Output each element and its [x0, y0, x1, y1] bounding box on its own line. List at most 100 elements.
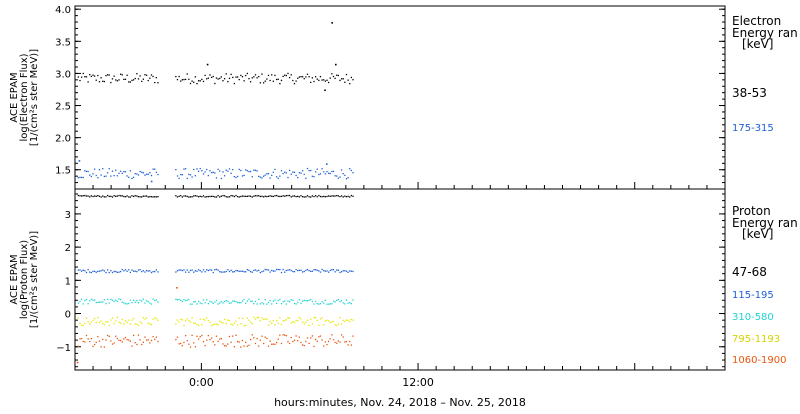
data-point: [103, 346, 106, 348]
data-point: [100, 174, 102, 176]
data-point: [176, 270, 179, 272]
data-point: [223, 78, 226, 80]
data-point: [350, 318, 353, 321]
data-point: [248, 195, 250, 197]
data-point: [306, 73, 309, 75]
data-point: [327, 340, 330, 343]
data-point: [298, 336, 301, 338]
data-point: [131, 319, 133, 321]
data-point: [145, 317, 148, 319]
data-point: [342, 196, 344, 198]
data-point: [154, 168, 156, 170]
data-point: [249, 170, 252, 173]
data-point: [233, 300, 236, 302]
data-point: [176, 299, 179, 301]
data-point: [347, 195, 349, 198]
data-point: [142, 78, 145, 80]
data-point: [230, 194, 232, 197]
data-point: [189, 321, 192, 323]
y-axis-label: [1/(cm²s ster MeV)]: [29, 49, 40, 146]
data-point: [119, 170, 122, 172]
data-point: [326, 270, 328, 272]
data-point: [272, 171, 275, 173]
data-point: [209, 338, 211, 341]
data-point: [267, 301, 270, 304]
data-point: [238, 168, 240, 171]
data-point: [204, 319, 206, 321]
data-point: [240, 195, 242, 198]
data-point: [186, 177, 188, 180]
data-point: [126, 338, 128, 341]
data-point: [344, 81, 346, 83]
data-point: [347, 344, 349, 346]
data-point: [82, 324, 84, 327]
data-point: [321, 339, 323, 341]
data-point: [157, 340, 159, 343]
data-point: [95, 341, 97, 344]
data-point: [90, 75, 93, 78]
data-point: [236, 195, 239, 198]
data-point: [147, 301, 149, 303]
data-point: [210, 269, 213, 271]
data-point: [232, 271, 234, 273]
data-point: [287, 269, 289, 271]
data-point: [298, 172, 301, 174]
data-point: [199, 167, 201, 170]
legend-entry: 175-315: [732, 123, 774, 134]
data-point: [225, 299, 227, 302]
data-point: [183, 341, 185, 344]
data-point: [129, 170, 132, 172]
data-point: [105, 175, 107, 177]
data-point: [272, 343, 275, 345]
data-point: [350, 169, 353, 172]
data-point: [300, 302, 302, 304]
data-point: [272, 319, 275, 322]
data-point: [103, 323, 106, 326]
data-point: [285, 335, 288, 337]
data-point: [115, 79, 117, 81]
data-point: [279, 175, 281, 177]
data-point: [245, 324, 247, 327]
data-point: [123, 270, 125, 272]
data-point: [336, 194, 338, 197]
data-point: [220, 76, 223, 78]
data-point: [249, 81, 252, 83]
data-point: [243, 271, 245, 273]
data-point: [137, 324, 140, 327]
data-point: [238, 302, 240, 304]
data-point: [87, 195, 89, 197]
data-point: [80, 176, 83, 179]
data-point: [220, 337, 223, 340]
data-point: [154, 316, 156, 319]
data-point: [324, 89, 326, 92]
data-point: [287, 340, 289, 343]
data-point: [243, 345, 245, 347]
data-point: [280, 79, 283, 82]
data-point: [313, 80, 315, 83]
data-point: [131, 195, 133, 197]
data-point: [329, 303, 331, 305]
data-point: [275, 176, 278, 178]
data-point: [245, 341, 247, 344]
data-point: [145, 74, 148, 76]
data-point: [345, 319, 348, 321]
data-point: [233, 176, 236, 178]
data-point: [308, 76, 310, 78]
data-point: [305, 340, 307, 343]
data-point: [300, 269, 302, 271]
data-point: [92, 74, 94, 76]
data-point: [193, 322, 195, 324]
data-point: [233, 322, 236, 325]
data-point: [334, 77, 336, 80]
data-point: [189, 269, 192, 272]
data-point: [136, 300, 138, 302]
data-point: [336, 74, 338, 76]
data-point: [202, 269, 205, 271]
data-point: [184, 78, 187, 81]
data-point: [332, 195, 335, 197]
data-point: [254, 74, 257, 76]
data-point: [282, 172, 284, 175]
data-point: [246, 268, 249, 271]
y-tick-label: 3: [65, 210, 71, 221]
data-point: [97, 335, 99, 338]
